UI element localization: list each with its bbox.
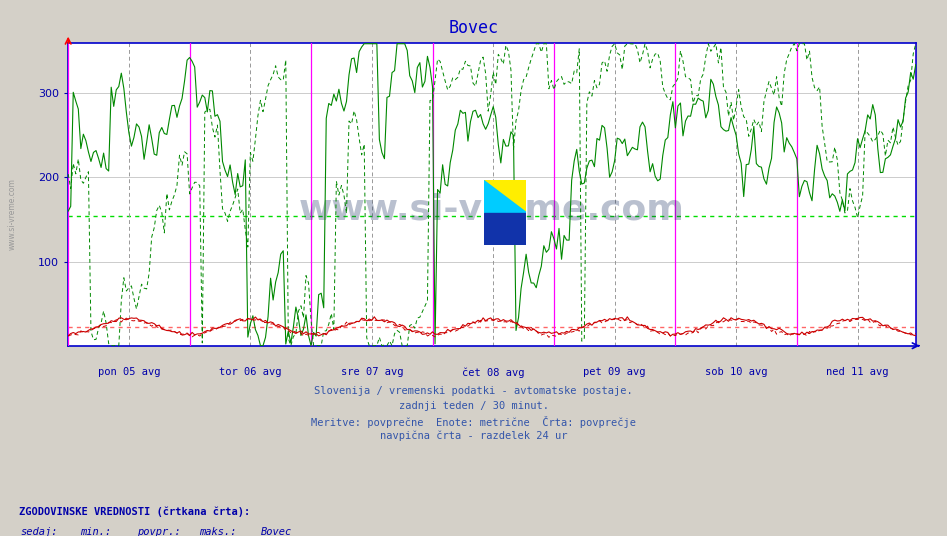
- Text: čet 08 avg: čet 08 avg: [462, 367, 525, 378]
- Text: sre 07 avg: sre 07 avg: [341, 367, 403, 377]
- Text: Bovec: Bovec: [260, 527, 292, 536]
- Text: sob 10 avg: sob 10 avg: [705, 367, 767, 377]
- Text: sedaj:: sedaj:: [21, 527, 59, 536]
- Text: www.si-vreme.com: www.si-vreme.com: [299, 192, 685, 226]
- Text: povpr.:: povpr.:: [137, 527, 181, 536]
- Text: maks.:: maks.:: [199, 527, 237, 536]
- Text: zadnji teden / 30 minut.: zadnji teden / 30 minut.: [399, 401, 548, 411]
- Text: pet 09 avg: pet 09 avg: [583, 367, 646, 377]
- Text: pon 05 avg: pon 05 avg: [98, 367, 160, 377]
- Text: tor 06 avg: tor 06 avg: [219, 367, 281, 377]
- Text: www.si-vreme.com: www.si-vreme.com: [8, 178, 17, 250]
- Polygon shape: [484, 213, 527, 245]
- Polygon shape: [484, 181, 527, 213]
- Text: ned 11 avg: ned 11 avg: [827, 367, 889, 377]
- Text: Meritve: povprečne  Enote: metrične  Črta: povprečje: Meritve: povprečne Enote: metrične Črta:…: [311, 416, 636, 428]
- Text: Slovenija / vremenski podatki - avtomatske postaje.: Slovenija / vremenski podatki - avtomats…: [314, 386, 633, 396]
- Polygon shape: [484, 181, 527, 213]
- Text: navpična črta - razdelek 24 ur: navpična črta - razdelek 24 ur: [380, 431, 567, 442]
- Text: ZGODOVINSKE VREDNOSTI (črtkana črta):: ZGODOVINSKE VREDNOSTI (črtkana črta):: [19, 507, 250, 517]
- Text: min.:: min.:: [80, 527, 112, 536]
- Text: Bovec: Bovec: [449, 19, 498, 37]
